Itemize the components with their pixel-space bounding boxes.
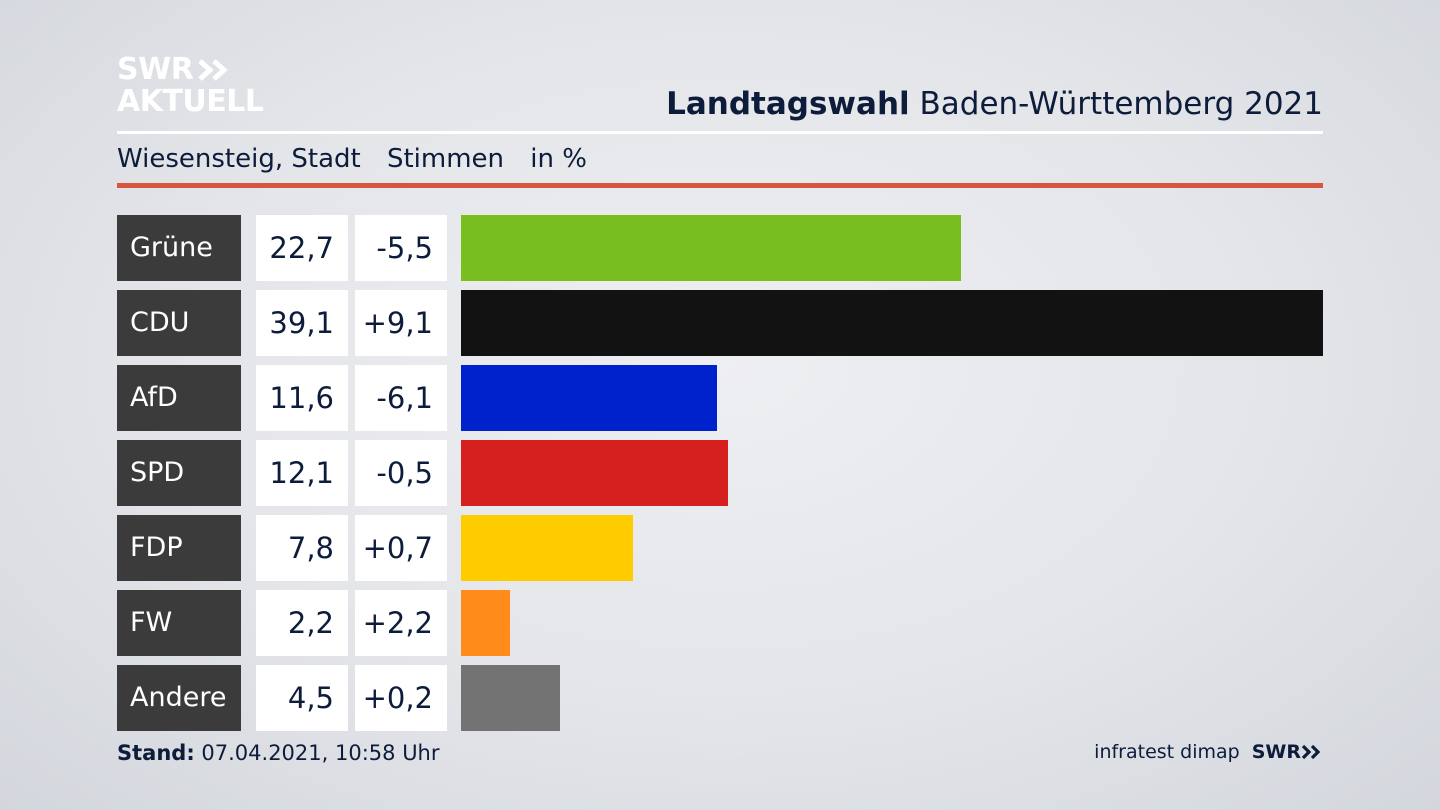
result-row: Grüne 22,7 -5,5 — [117, 215, 1323, 281]
result-row: SPD 12,1 -0,5 — [117, 440, 1323, 506]
location-label: Wiesensteig, Stadt — [117, 144, 361, 174]
vote-change-value: +2,2 — [355, 590, 447, 656]
subtitle: Wiesensteig, Stadt Stimmen in % — [117, 144, 605, 174]
party-label: AfD — [117, 365, 241, 431]
vote-share-bar — [461, 215, 961, 281]
vote-share-value: 11,6 — [256, 365, 348, 431]
vote-share-bar — [461, 440, 728, 506]
vote-change-value: -5,5 — [355, 215, 447, 281]
vote-share-bar — [461, 290, 1323, 356]
party-label: SPD — [117, 440, 241, 506]
result-row: FW 2,2 +2,2 — [117, 590, 1323, 656]
footer-brand: SWR — [1251, 741, 1301, 763]
footer-swr-logo: SWR — [1252, 741, 1323, 763]
vote-share-value: 22,7 — [256, 215, 348, 281]
vote-share-value: 39,1 — [256, 290, 348, 356]
timestamp: Stand: 07.04.2021, 10:58 Uhr — [117, 741, 440, 765]
vote-share-value: 12,1 — [256, 440, 348, 506]
party-label: FW — [117, 590, 241, 656]
logo-aktuell-text: AKTUELL — [117, 84, 264, 119]
party-label: Grüne — [117, 215, 241, 281]
result-row: CDU 39,1 +9,1 — [117, 290, 1323, 356]
stand-label: Stand: — [117, 741, 195, 765]
party-label: FDP — [117, 515, 241, 581]
stand-value: 07.04.2021, 10:58 Uhr — [201, 741, 440, 765]
title-strong: Landtagswahl — [666, 86, 910, 122]
vote-change-value: +0,7 — [355, 515, 447, 581]
vote-share-bar — [461, 365, 717, 431]
vote-change-value: +0,2 — [355, 665, 447, 731]
vote-share-bar — [461, 515, 633, 581]
page-title: Landtagswahl Baden-Württemberg 2021 — [666, 86, 1323, 122]
vote-share-value: 4,5 — [256, 665, 348, 731]
vote-share-bar — [461, 590, 510, 656]
result-row: AfD 11,6 -6,1 — [117, 365, 1323, 431]
result-row: FDP 7,8 +0,7 — [117, 515, 1323, 581]
double-chevron-icon — [1301, 744, 1321, 760]
source-label: infratest dimap — [1094, 741, 1240, 763]
result-row: Andere 4,5 +0,2 — [117, 665, 1323, 731]
vote-change-value: -0,5 — [355, 440, 447, 506]
title-rest: Baden-Württemberg 2021 — [919, 86, 1323, 122]
unit-label: in % — [530, 144, 587, 174]
source-credit: infratest dimap SWR — [1094, 741, 1323, 763]
vote-share-value: 2,2 — [256, 590, 348, 656]
metric-label: Stimmen — [386, 144, 505, 174]
vote-share-value: 7,8 — [256, 515, 348, 581]
swr-aktuell-logo: SWR AKTUELL — [117, 54, 264, 118]
logo-swr-text: SWR — [117, 52, 194, 87]
double-chevron-icon — [198, 59, 229, 81]
accent-divider — [117, 183, 1323, 188]
vote-change-value: -6,1 — [355, 365, 447, 431]
vote-share-bar — [461, 665, 560, 731]
header-divider — [117, 131, 1323, 134]
party-label: CDU — [117, 290, 241, 356]
party-label: Andere — [117, 665, 241, 731]
vote-change-value: +9,1 — [355, 290, 447, 356]
